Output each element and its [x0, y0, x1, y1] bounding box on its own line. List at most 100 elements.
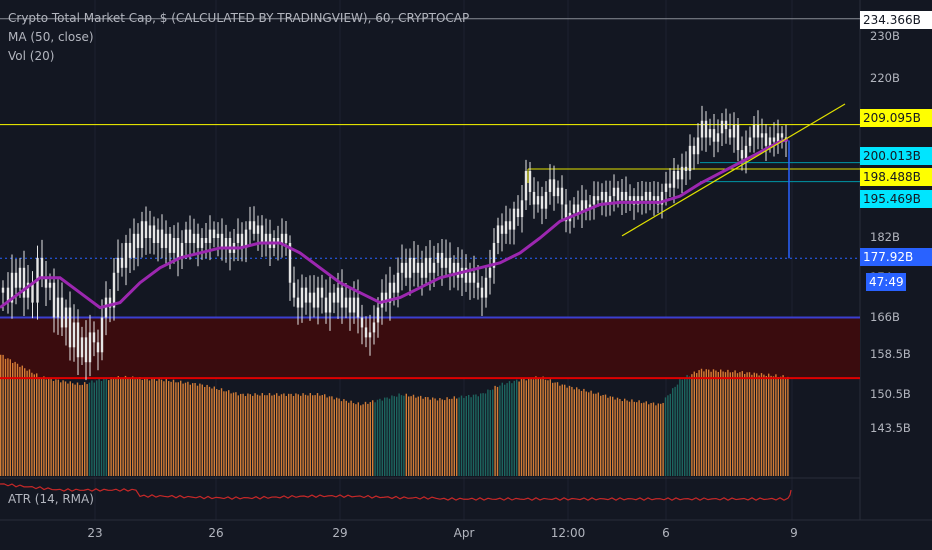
volume-bar — [684, 378, 686, 476]
volume-bar — [295, 393, 297, 476]
chart-legend: Crypto Total Market Cap, $ (CALCULATED B… — [8, 9, 469, 66]
volume-bar — [453, 396, 455, 476]
volume-bar — [463, 397, 465, 476]
candle-body — [88, 332, 92, 363]
volume-bar — [364, 401, 367, 476]
volume-bar — [496, 386, 499, 476]
volume-bar — [300, 395, 302, 476]
volume-bar — [544, 379, 547, 476]
volume-bar — [91, 380, 93, 476]
candle-body — [300, 287, 304, 308]
candle-body — [508, 221, 512, 230]
candle-body — [688, 145, 692, 171]
volume-bar — [628, 401, 631, 476]
volume-bar — [640, 403, 643, 476]
volume-bar — [213, 386, 215, 476]
volume-bar — [458, 397, 460, 476]
candle-body — [432, 262, 436, 273]
candle-body — [372, 322, 376, 333]
candle-body — [692, 145, 696, 155]
volume-bar — [98, 378, 100, 476]
volume-bar — [770, 375, 772, 476]
volume-bar — [393, 396, 395, 476]
volume-bar — [578, 389, 580, 476]
volume-bar — [648, 404, 650, 476]
volume-bar — [57, 379, 59, 476]
volume-bar — [285, 396, 287, 476]
volume-bar — [50, 377, 52, 476]
volume-bar — [379, 398, 381, 476]
volume-bar — [780, 376, 782, 476]
volume-bar — [422, 398, 424, 476]
volume-bar — [741, 371, 743, 476]
candle-body — [352, 297, 356, 313]
volume-bar — [412, 394, 415, 476]
volume-bar — [559, 385, 561, 476]
volume-bar — [331, 396, 333, 476]
price-tick: 182B — [870, 230, 900, 244]
volume-bar — [388, 398, 391, 476]
candle-body — [140, 221, 144, 248]
candle-body — [468, 272, 472, 283]
volume-bar — [158, 378, 160, 476]
volume-bar — [633, 401, 635, 476]
volume-bar — [103, 378, 105, 476]
volume-bar — [568, 385, 571, 476]
volume-bar — [532, 379, 535, 476]
candle-body — [772, 137, 776, 142]
volume-bar — [492, 389, 494, 476]
candle-body — [31, 282, 34, 303]
volume-bar — [16, 363, 19, 476]
candle-body — [592, 196, 596, 205]
candle-body — [400, 262, 404, 273]
candle-body — [96, 342, 100, 353]
volume-bar — [415, 397, 417, 476]
candle-body — [228, 238, 232, 253]
volume-bar — [652, 402, 655, 476]
volume-bar — [571, 386, 573, 476]
volume-bar — [650, 403, 652, 476]
candle-body — [416, 262, 420, 273]
candle-body — [196, 233, 200, 248]
volume-bar — [693, 371, 695, 476]
candle-body — [600, 191, 604, 201]
volume-bar — [708, 369, 710, 476]
volume-bar — [2, 354, 4, 476]
candle-body — [644, 191, 648, 201]
price-tick: 220B — [870, 70, 900, 85]
candle-body — [316, 287, 320, 308]
volume-bar — [43, 376, 45, 476]
volume-bar — [96, 380, 98, 476]
candle-body — [496, 225, 500, 243]
volume-bar — [429, 399, 431, 476]
volume-bar — [590, 390, 592, 476]
volume-bar — [12, 362, 14, 476]
volume-bar — [319, 395, 321, 476]
volume-bar — [292, 395, 295, 476]
volume-bar — [727, 369, 729, 476]
volume-bar — [148, 380, 151, 476]
volume-bar — [264, 395, 266, 476]
candle-body — [360, 317, 364, 328]
volume-bar — [256, 394, 259, 476]
candle-body — [240, 233, 244, 248]
volume-bar — [276, 393, 278, 476]
candle-body — [740, 150, 744, 159]
candle-body — [396, 272, 400, 293]
volume-bar — [472, 394, 475, 476]
volume-bar — [249, 394, 251, 476]
volume-bar — [631, 399, 633, 476]
volume-bar — [302, 393, 304, 476]
volume-bar — [74, 384, 76, 476]
volume-bar — [420, 395, 422, 476]
volume-bar — [537, 377, 539, 476]
volume-bar — [573, 389, 575, 476]
volume-bar — [664, 397, 667, 476]
candle-body — [664, 183, 668, 192]
candle-body — [132, 233, 136, 258]
candle-body — [444, 257, 448, 268]
price-tick: 158.5B — [870, 346, 911, 361]
candle-body — [336, 287, 340, 303]
volume-bar — [619, 398, 621, 476]
